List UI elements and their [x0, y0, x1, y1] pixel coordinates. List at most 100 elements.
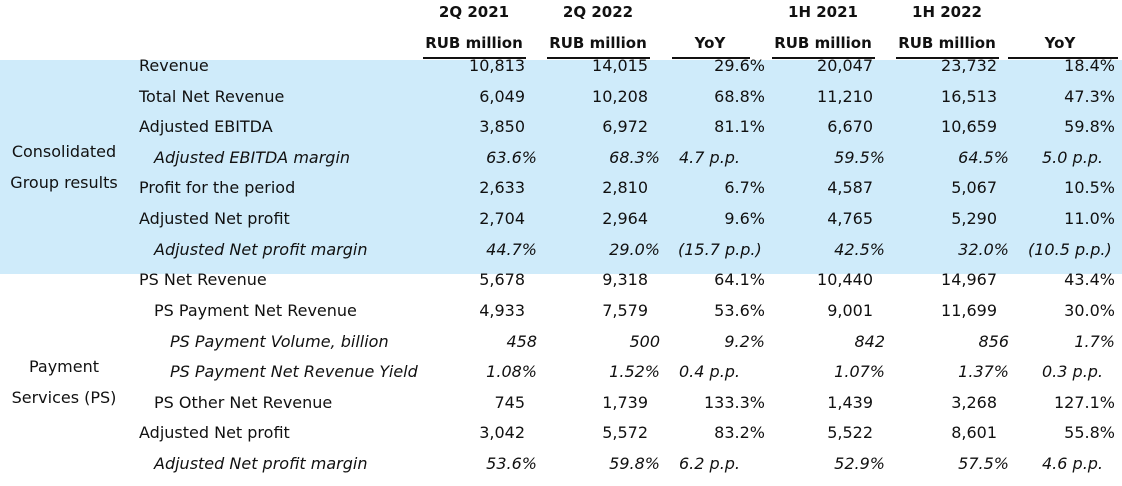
table-cell: 1.08% [486, 362, 537, 381]
table-cell: 1,439 [827, 393, 873, 412]
table-cell: 11,210 [817, 87, 873, 106]
table-cell: 14,967 [941, 270, 997, 289]
table-cell: 842 [854, 332, 885, 351]
table-cell: 2,964 [602, 209, 648, 228]
row-label: PS Payment Net Revenue Yield [170, 362, 418, 381]
row-label: Adjusted Net profit [139, 209, 290, 228]
table-cell: 8,601 [951, 423, 997, 442]
table-cell: 83.2% [714, 423, 765, 442]
table-cell: 133.3% [703, 393, 765, 412]
table-cell: 20,047 [817, 56, 873, 75]
table-cell: 856 [978, 332, 1009, 351]
table-cell: 2,633 [479, 178, 525, 197]
table-cell: 9.6% [724, 209, 765, 228]
row-label: PS Other Net Revenue [154, 393, 333, 412]
unit-header-1: RUB million [425, 34, 523, 52]
row-label: Adjusted EBITDA margin [154, 148, 351, 167]
period-header-1h2021: 1H 2021 [788, 3, 858, 21]
table-cell: 6,670 [827, 117, 873, 136]
table-cell: (10.5 p.p.) [1028, 240, 1112, 259]
table-cell: 6,049 [479, 87, 525, 106]
period-header-2q2022: 2Q 2022 [562, 3, 634, 21]
table-cell: 32.0% [958, 240, 1009, 259]
table-cell: 42.5% [834, 240, 885, 259]
table-cell: 6.2 p.p. [679, 454, 741, 473]
table-cell: 16,513 [941, 87, 997, 106]
row-label: Profit for the period [139, 178, 296, 197]
table-cell: 64.5% [958, 148, 1009, 167]
table-cell: 3,042 [479, 423, 525, 442]
table-cell: 6,972 [602, 117, 648, 136]
table-cell: 29.0% [609, 240, 660, 259]
section-label-line: Group results [10, 173, 118, 192]
table-cell: 1.07% [834, 362, 885, 381]
row-label: Adjusted EBITDA [139, 117, 273, 136]
period-header-2q2021: 2Q 2021 [438, 3, 510, 21]
table-cell: 458 [506, 332, 537, 351]
table-cell: 127.1% [1053, 393, 1115, 412]
table-cell: 53.6% [486, 454, 537, 473]
table-cell: 4,587 [827, 178, 873, 197]
row-label: Revenue [139, 56, 209, 75]
table-cell: 9.2% [724, 332, 765, 351]
table-cell: 47.3% [1064, 87, 1115, 106]
table-cell: 500 [629, 332, 660, 351]
table-cell: 57.5% [958, 454, 1009, 473]
table-cell: 64.1% [714, 270, 765, 289]
section-label-line: Payment [28, 357, 100, 376]
table-cell: 52.9% [834, 454, 885, 473]
table-cell: 81.1% [714, 117, 765, 136]
table-cell: 0.4 p.p. [679, 362, 741, 381]
table-cell: 4.6 p.p. [1042, 454, 1104, 473]
header-underline [547, 57, 650, 59]
table-cell: 55.8% [1064, 423, 1115, 442]
table-cell: 4.7 p.p. [679, 148, 741, 167]
row-label: PS Net Revenue [139, 270, 267, 289]
table-cell: 29.6% [714, 56, 765, 75]
section-label-consolidated: Consolidated Group results [0, 136, 128, 198]
unit-header-4: RUB million [774, 34, 872, 52]
row-label: Adjusted Net profit margin [154, 240, 368, 259]
table-cell: 10,440 [817, 270, 873, 289]
table-cell: 0.3 p.p. [1042, 362, 1104, 381]
table-cell: 23,732 [941, 56, 997, 75]
consolidated-band [0, 60, 1122, 274]
table-cell: 10,813 [469, 56, 525, 75]
table-cell: 2,704 [479, 209, 525, 228]
table-cell: 4,765 [827, 209, 873, 228]
section-label-line: Consolidated [11, 142, 117, 161]
table-cell: 6.7% [724, 178, 765, 197]
section-label-payment-services: Payment Services (PS) [0, 351, 128, 413]
table-cell: 3,268 [951, 393, 997, 412]
row-label: Adjusted Net profit margin [154, 454, 368, 473]
table-cell: 68.8% [714, 87, 765, 106]
table-cell: 745 [494, 393, 525, 412]
table-cell: 9,318 [602, 270, 648, 289]
row-label: Total Net Revenue [139, 87, 285, 106]
table-cell: 53.6% [714, 301, 765, 320]
table-cell: 9,001 [827, 301, 873, 320]
table-cell: 5,522 [827, 423, 873, 442]
header-underline [672, 57, 750, 59]
table-cell: 3,850 [479, 117, 525, 136]
header-underline [1008, 57, 1118, 59]
table-cell: 18.4% [1064, 56, 1115, 75]
table-cell: 2,810 [602, 178, 648, 197]
table-cell: 5.0 p.p. [1042, 148, 1104, 167]
table-cell: 10,208 [592, 87, 648, 106]
unit-header-2: RUB million [549, 34, 647, 52]
header-underline [423, 57, 526, 59]
unit-header-5: RUB million [898, 34, 996, 52]
table-cell: 1,739 [602, 393, 648, 412]
table-cell: 5,572 [602, 423, 648, 442]
table-cell: 5,067 [951, 178, 997, 197]
table-cell: 4,933 [479, 301, 525, 320]
table-cell: 30.0% [1064, 301, 1115, 320]
row-label: PS Payment Net Revenue [154, 301, 357, 320]
section-label-line: Services (PS) [11, 388, 117, 407]
row-label: PS Payment Volume, billion [170, 332, 389, 351]
table-cell: 68.3% [609, 148, 660, 167]
unit-header-3: YoY [694, 34, 726, 52]
period-header-1h2022: 1H 2022 [912, 3, 982, 21]
table-cell: 59.8% [1064, 117, 1115, 136]
